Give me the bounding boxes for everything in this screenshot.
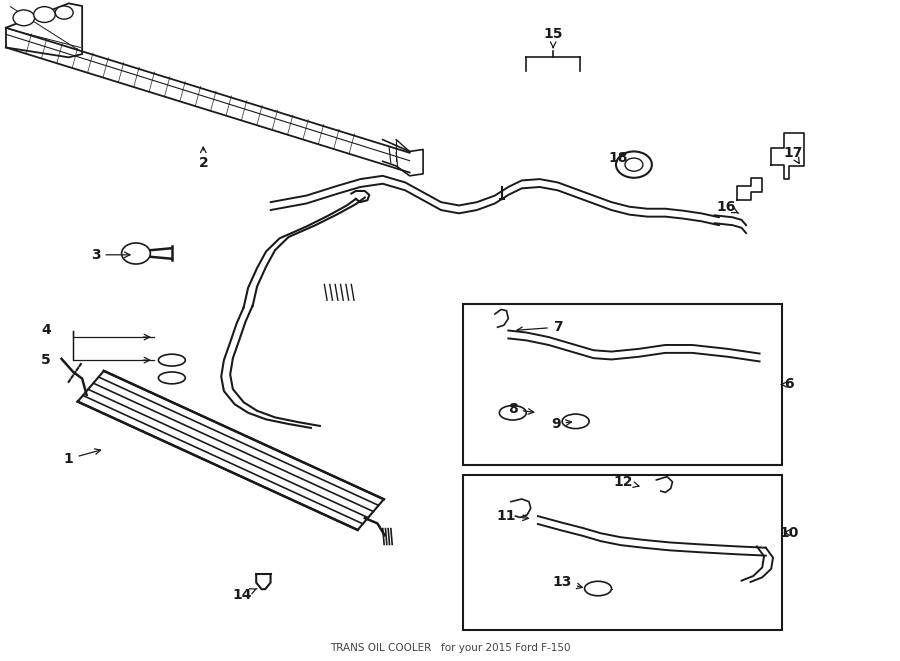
Text: 2: 2 xyxy=(198,147,208,170)
Text: 12: 12 xyxy=(614,475,639,489)
Bar xyxy=(464,304,782,465)
Text: 3: 3 xyxy=(91,248,130,262)
Circle shape xyxy=(33,7,55,22)
Circle shape xyxy=(55,6,73,19)
Text: 6: 6 xyxy=(781,377,794,391)
Ellipse shape xyxy=(158,354,185,366)
Circle shape xyxy=(14,10,34,26)
Text: 9: 9 xyxy=(551,417,572,431)
Text: 11: 11 xyxy=(497,509,528,523)
Ellipse shape xyxy=(585,581,611,596)
Ellipse shape xyxy=(500,406,526,420)
Text: 13: 13 xyxy=(553,575,582,589)
Text: 8: 8 xyxy=(508,403,534,416)
Text: 16: 16 xyxy=(716,200,739,214)
Text: 7: 7 xyxy=(517,320,562,334)
Text: 1: 1 xyxy=(64,449,101,466)
Ellipse shape xyxy=(158,372,185,384)
Bar xyxy=(464,475,782,630)
Text: 15: 15 xyxy=(544,27,562,48)
Text: 5: 5 xyxy=(41,353,51,367)
Text: 18: 18 xyxy=(609,151,634,167)
Circle shape xyxy=(616,151,652,178)
Text: 17: 17 xyxy=(783,146,803,163)
Text: 10: 10 xyxy=(779,525,799,539)
Text: 14: 14 xyxy=(232,588,256,602)
Text: TRANS OIL COOLER   for your 2015 Ford F-150: TRANS OIL COOLER for your 2015 Ford F-15… xyxy=(329,643,571,653)
Text: 4: 4 xyxy=(41,323,51,338)
Ellipse shape xyxy=(562,414,590,428)
Circle shape xyxy=(122,243,150,264)
Circle shape xyxy=(625,158,643,171)
